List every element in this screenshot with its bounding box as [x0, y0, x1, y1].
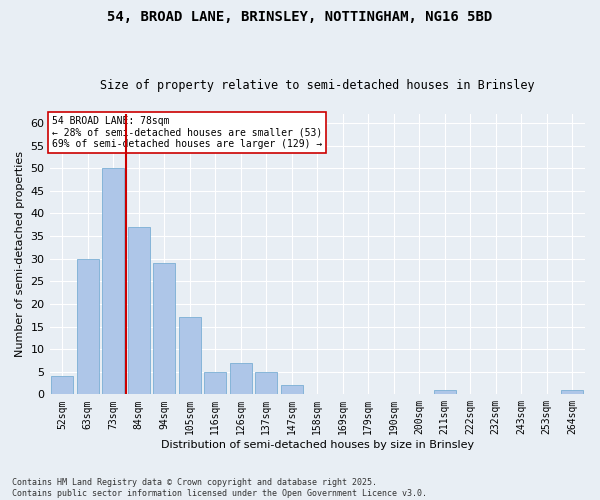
- Bar: [205, 372, 226, 394]
- Bar: [154, 263, 175, 394]
- Bar: [103, 168, 124, 394]
- Bar: [179, 318, 200, 394]
- Bar: [256, 372, 277, 394]
- Bar: [52, 376, 73, 394]
- Bar: [434, 390, 455, 394]
- Bar: [562, 390, 583, 394]
- Bar: [281, 386, 302, 394]
- X-axis label: Distribution of semi-detached houses by size in Brinsley: Distribution of semi-detached houses by …: [161, 440, 474, 450]
- Bar: [77, 258, 98, 394]
- Text: Contains HM Land Registry data © Crown copyright and database right 2025.
Contai: Contains HM Land Registry data © Crown c…: [12, 478, 427, 498]
- Y-axis label: Number of semi-detached properties: Number of semi-detached properties: [15, 151, 25, 357]
- Bar: [230, 362, 251, 394]
- Text: 54, BROAD LANE, BRINSLEY, NOTTINGHAM, NG16 5BD: 54, BROAD LANE, BRINSLEY, NOTTINGHAM, NG…: [107, 10, 493, 24]
- Title: Size of property relative to semi-detached houses in Brinsley: Size of property relative to semi-detach…: [100, 79, 535, 92]
- Text: 54 BROAD LANE: 78sqm
← 28% of semi-detached houses are smaller (53)
69% of semi-: 54 BROAD LANE: 78sqm ← 28% of semi-detac…: [52, 116, 322, 150]
- Bar: [128, 227, 149, 394]
